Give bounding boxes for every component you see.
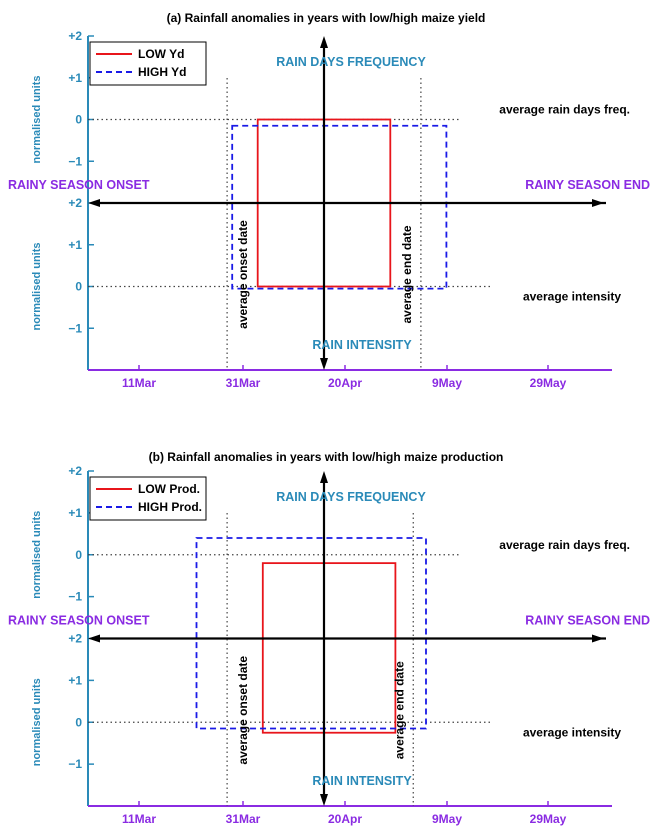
y-tick-label: +2 xyxy=(68,632,82,646)
arrowhead-right xyxy=(592,199,604,207)
x-tick-label: 11Mar xyxy=(122,376,156,390)
avg-rain-days-label: average rain days freq. xyxy=(499,103,630,117)
rainy-season-end-label: RAINY SEASON END xyxy=(525,178,650,192)
y-tick-label: −1 xyxy=(68,321,82,335)
y-tick-label: +2 xyxy=(68,29,82,43)
arrowhead-down xyxy=(320,358,328,370)
x-tick-label: 20Apr xyxy=(328,376,362,390)
y-tick-label: 0 xyxy=(75,548,82,562)
y-axis-label: normalised units xyxy=(31,75,43,163)
rain-intensity-label: RAIN INTENSITY xyxy=(312,338,412,352)
series-box-low xyxy=(261,562,397,734)
y-tick-label: −1 xyxy=(68,154,82,168)
legend-label: HIGH Prod. xyxy=(138,500,202,514)
avg-end-date-label: average end date xyxy=(400,225,414,323)
x-tick-label: 9May xyxy=(432,812,462,826)
arrowhead-left xyxy=(88,634,100,643)
rain-days-frequency-label: RAIN DAYS FREQUENCY xyxy=(276,490,426,504)
y-tick-label: +1 xyxy=(68,673,82,687)
series-box-high xyxy=(195,537,427,730)
y-tick-label: 0 xyxy=(75,715,82,729)
rainy-season-onset-label: RAINY SEASON ONSET xyxy=(8,614,150,628)
y-tick-label: +1 xyxy=(68,506,82,520)
rain-days-frequency-label: RAIN DAYS FREQUENCY xyxy=(276,55,426,69)
panel-b: (b) Rainfall anomalies in years with low… xyxy=(8,450,650,826)
arrowhead-down xyxy=(320,794,328,806)
arrowhead-left xyxy=(88,199,100,207)
x-tick-label: 31Mar xyxy=(226,376,261,390)
avg-rain-days-label: average rain days freq. xyxy=(499,538,630,552)
rain-intensity-label: RAIN INTENSITY xyxy=(312,774,412,788)
y-tick-label: 0 xyxy=(75,280,82,294)
x-tick-label: 11Mar xyxy=(122,812,156,826)
y-tick-label: +1 xyxy=(68,238,82,252)
legend-box xyxy=(89,476,207,521)
legend: LOW Yd HIGH Yd xyxy=(89,41,207,86)
legend-label: HIGH Yd xyxy=(138,65,186,79)
x-tick-label: 29May xyxy=(530,376,567,390)
panel-a: (a) Rainfall anomalies in years with low… xyxy=(8,11,650,390)
y-tick-label: 0 xyxy=(75,113,82,127)
avg-intensity-label: average intensity xyxy=(523,725,621,739)
y-axis-label: normalised units xyxy=(31,678,43,766)
x-tick-label: 29May xyxy=(530,812,567,826)
y-axis-label: normalised units xyxy=(31,242,43,330)
y-tick-label: −1 xyxy=(68,590,82,604)
x-tick-label: 31Mar xyxy=(226,812,261,826)
chart-title: (a) Rainfall anomalies in years with low… xyxy=(167,11,486,25)
y-tick-label: −1 xyxy=(68,757,82,771)
y-tick-label: +2 xyxy=(68,464,82,478)
legend: LOW Prod. HIGH Prod. xyxy=(89,476,207,521)
chart-title: (b) Rainfall anomalies in years with low… xyxy=(149,450,504,464)
avg-onset-date-label: average onset date xyxy=(236,220,250,329)
y-tick-label: +1 xyxy=(68,71,82,85)
x-tick-label: 9May xyxy=(432,376,462,390)
rainy-season-end-label: RAINY SEASON END xyxy=(525,614,650,628)
y-axis-label: normalised units xyxy=(31,511,43,599)
legend-label: LOW Yd xyxy=(138,47,184,61)
legend-box xyxy=(89,41,207,86)
y-tick-label: +2 xyxy=(68,196,82,210)
x-tick-label: 20Apr xyxy=(328,812,362,826)
avg-end-date-label: average end date xyxy=(392,661,406,759)
arrowhead-right xyxy=(592,634,604,643)
arrowhead-up xyxy=(320,36,328,48)
series-box-high xyxy=(231,124,448,290)
arrowhead-up xyxy=(320,471,328,483)
legend-label: LOW Prod. xyxy=(138,482,200,496)
avg-onset-date-label: average onset date xyxy=(236,656,250,765)
avg-intensity-label: average intensity xyxy=(523,290,621,304)
rainy-season-onset-label: RAINY SEASON ONSET xyxy=(8,178,150,192)
